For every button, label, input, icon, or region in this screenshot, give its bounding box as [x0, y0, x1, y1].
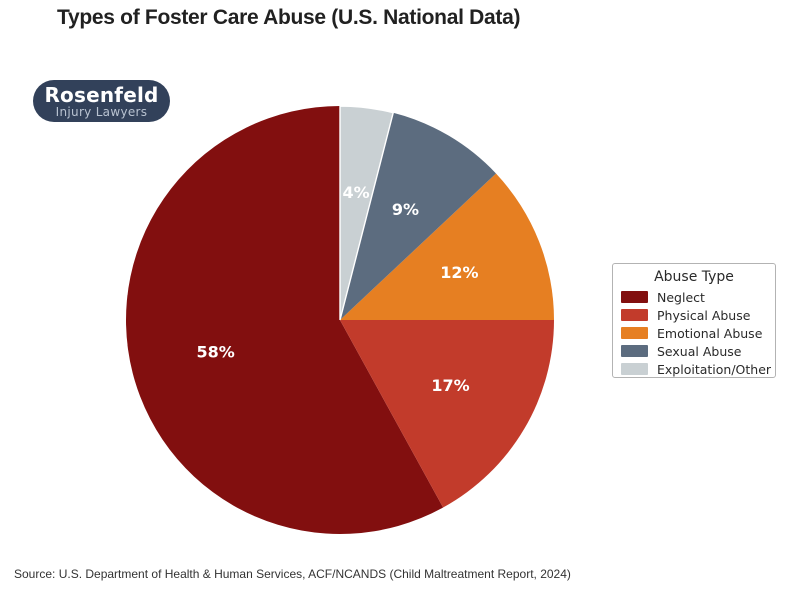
legend-item-label: Emotional Abuse — [657, 325, 763, 341]
legend-item-label: Exploitation/Other — [657, 361, 772, 377]
pie-percent-label: 12% — [440, 263, 478, 282]
legend-swatch — [621, 309, 648, 321]
page-title: Types of Foster Care Abuse (U.S. Nationa… — [57, 6, 521, 29]
legend-swatch — [621, 345, 648, 357]
pie-slice-neglect — [126, 106, 444, 534]
legend-title: Abuse Type — [654, 269, 734, 285]
pie-slice-emotional-abuse — [340, 173, 554, 320]
brand-name: Rosenfeld — [44, 82, 159, 107]
legend-item: Physical Abuse — [621, 306, 767, 324]
legend-item: Exploitation/Other — [621, 360, 771, 378]
source-note: Source: U.S. Department of Health & Huma… — [14, 567, 571, 581]
pie-percent-label: 58% — [196, 342, 234, 361]
legend-item: Emotional Abuse — [621, 324, 767, 342]
legend-swatch — [621, 291, 648, 303]
legend-item-label: Physical Abuse — [657, 307, 751, 323]
legend-item-label: Sexual Abuse — [657, 343, 742, 359]
legend-swatch — [621, 363, 648, 375]
legend-swatch — [621, 327, 648, 339]
brand-logo: Rosenfeld Injury Lawyers — [33, 80, 170, 122]
pie-percent-label: 9% — [392, 200, 419, 219]
pie-percent-label: 4% — [343, 183, 370, 202]
pie-slice-sexual-abuse — [340, 112, 496, 320]
legend-item: Neglect — [621, 288, 767, 306]
pie-percent-label: 17% — [431, 376, 469, 395]
legend-item-label: Neglect — [657, 289, 705, 305]
brand-tagline: Injury Lawyers — [55, 104, 148, 119]
legend-items: Neglect Physical Abuse Emotional Abuse S… — [621, 288, 771, 378]
legend-item: Sexual Abuse — [621, 342, 767, 360]
pie-slice-physical-abuse — [340, 320, 554, 508]
pie-slice-exploitation-other — [339, 105, 395, 321]
legend: Abuse Type Neglect Physical Abuse Emotio… — [612, 263, 776, 378]
